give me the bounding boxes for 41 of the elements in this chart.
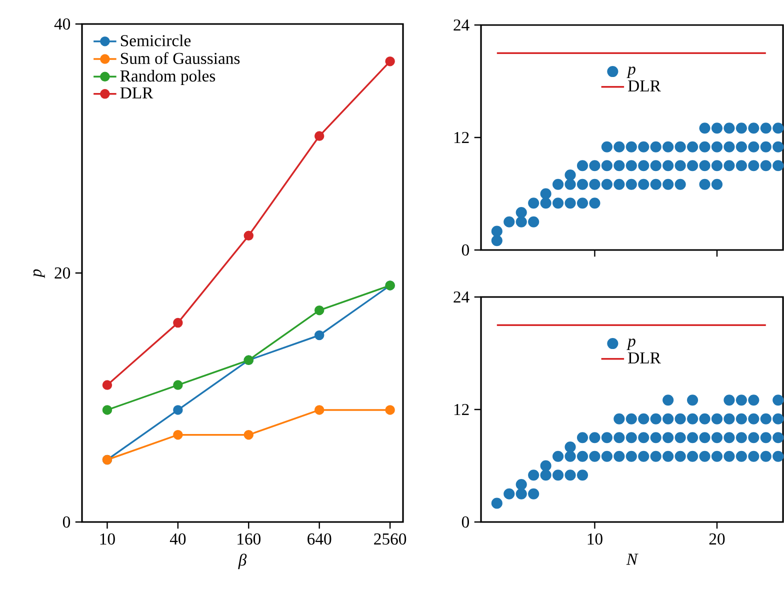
x-tick-label: 160: [238, 533, 260, 545]
x-tick-label: 10: [100, 533, 115, 545]
y-tick-label: 0: [462, 244, 469, 256]
legend-label: DLR: [628, 352, 661, 364]
x-axis-title: N: [626, 554, 638, 565]
point: [173, 430, 183, 440]
legend-label: p: [626, 338, 636, 350]
y-tick-label: 0: [462, 516, 469, 528]
point: [102, 405, 112, 415]
y-tick-label: 40: [54, 18, 70, 30]
legend-label: DLR: [120, 87, 154, 98]
point: [244, 430, 254, 440]
y-tick-label: 24: [454, 19, 470, 31]
point: [173, 318, 183, 328]
x-tick-label: 640: [308, 533, 332, 545]
x-tick-label: 2560: [374, 533, 406, 545]
point: [244, 230, 254, 241]
point: [173, 380, 183, 390]
point: [385, 56, 395, 66]
x-tick-label: 20: [709, 533, 725, 545]
y-tick-label: 20: [54, 267, 70, 279]
legend-label: p: [626, 66, 636, 78]
point: [385, 405, 395, 415]
x-tick-label: 40: [170, 533, 186, 545]
point: [314, 131, 324, 141]
point: [314, 305, 324, 316]
y-tick-label: 24: [454, 291, 470, 303]
point: [314, 405, 324, 415]
point: [173, 405, 183, 415]
legend-label: DLR: [628, 80, 661, 92]
x-axis-title: β: [238, 554, 247, 570]
legend-label: Random poles: [120, 70, 216, 85]
point: [314, 330, 324, 340]
legend-label: Sum of Gaussians: [120, 52, 240, 64]
y-axis-title: p: [33, 269, 45, 278]
y-tick-label: 0: [62, 516, 70, 528]
y-tick-label: 12: [454, 132, 469, 144]
legend-label: Semicircle: [120, 34, 191, 46]
x-tick-label: 10: [588, 533, 602, 545]
point: [102, 380, 112, 390]
y-tick-label: 12: [454, 404, 469, 416]
